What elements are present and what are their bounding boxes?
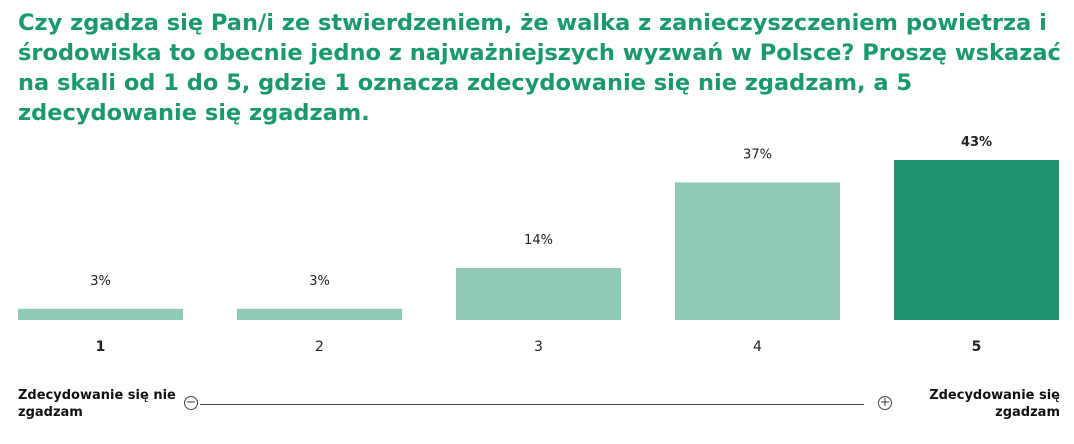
category-label-3: 3 bbox=[534, 339, 543, 355]
value-label-4: 37% bbox=[743, 147, 772, 162]
category-label-5: 5 bbox=[972, 339, 982, 355]
bar-3 bbox=[456, 267, 621, 320]
value-label-5: 43% bbox=[961, 135, 992, 150]
plus-icon: + bbox=[878, 395, 892, 410]
scale-right-label: Zdecydowanie się zgadzam bbox=[929, 388, 1060, 420]
scale-left-label: Zdecydowanie się nie zgadzam bbox=[18, 388, 176, 420]
bar-chart: 3% 1 3% 2 14% 3 37% 4 43% 5 bbox=[18, 135, 1059, 355]
value-label-3: 14% bbox=[524, 233, 553, 248]
value-label-1: 3% bbox=[90, 274, 111, 289]
value-label-2: 3% bbox=[309, 274, 330, 289]
minus-icon: − bbox=[184, 395, 198, 410]
chart-title: Czy zgadza się Pan/i ze stwierdzeniem, ż… bbox=[18, 10, 1061, 126]
bar-2 bbox=[237, 308, 402, 320]
scale-line bbox=[200, 404, 864, 405]
bar-5 bbox=[894, 160, 1059, 320]
bar-4 bbox=[675, 182, 840, 320]
category-label-2: 2 bbox=[315, 339, 324, 355]
bar-1 bbox=[18, 308, 183, 320]
category-label-4: 4 bbox=[753, 339, 762, 355]
category-label-1: 1 bbox=[96, 339, 106, 355]
